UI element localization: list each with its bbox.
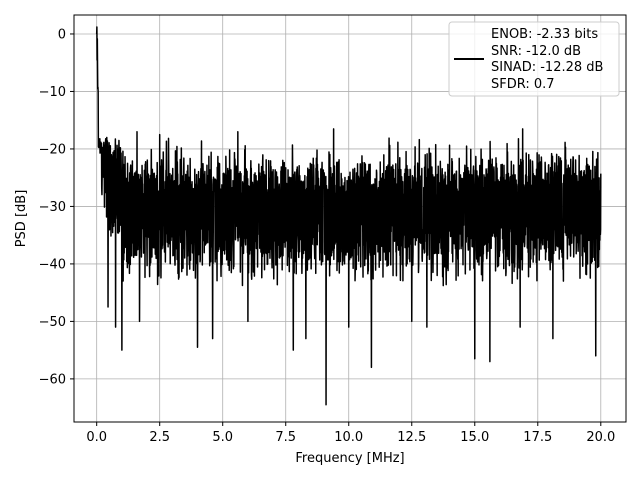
x-tick-label: 2.5 [149, 430, 170, 445]
legend-sinad: SINAD: -12.28 dB [491, 60, 603, 75]
legend-snr: SNR: -12.0 dB [491, 44, 581, 59]
legend-sfdr: SFDR: 0.7 [491, 77, 555, 92]
x-tick-label: 0.0 [86, 430, 107, 445]
y-tick-label: −50 [39, 315, 66, 330]
x-axis-label: Frequency [MHz] [295, 451, 404, 466]
x-tick-label: 17.5 [523, 430, 552, 445]
x-tick-label: 10.0 [334, 430, 363, 445]
x-tick-label: 20.0 [586, 430, 615, 445]
psd-series-line [95, 26, 602, 406]
x-tick-label: 12.5 [397, 430, 426, 445]
y-tick-label: −10 [39, 85, 66, 100]
y-tick-label: −60 [39, 372, 66, 387]
x-tick-label: 15.0 [460, 430, 489, 445]
legend-box [448, 21, 620, 97]
y-tick-label: 0 [58, 27, 66, 42]
y-tick-label: −40 [39, 257, 66, 272]
y-axis-label: PSD [dB] [14, 190, 29, 248]
y-tick-label: −20 [39, 142, 66, 157]
axis-ticks: 0.0 2.5 5.0 7.5 10.0 12.5 15.0 17.5 20.0 0 −10 −20 −… [39, 27, 616, 445]
x-tick-label: 7.5 [275, 430, 296, 445]
plot-frame [73, 14, 627, 423]
legend: ENOB: -2.33 bits SNR: -12.0 dB SINAD: -1… [448, 21, 620, 97]
legend-enob: ENOB: -2.33 bits [491, 27, 598, 42]
x-tick-label: 5.0 [212, 430, 233, 445]
y-tick-label: −30 [39, 200, 66, 215]
